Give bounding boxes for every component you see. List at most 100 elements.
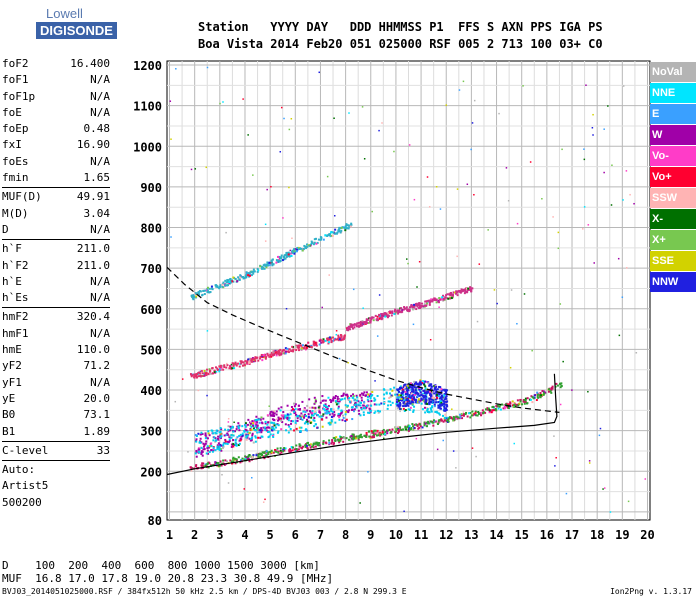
echo-point bbox=[215, 432, 218, 435]
echo-point bbox=[271, 426, 274, 429]
echo-point bbox=[267, 264, 270, 267]
echo-point bbox=[210, 449, 213, 452]
echo-point bbox=[330, 234, 333, 237]
noise-point bbox=[583, 206, 586, 208]
echo-point bbox=[393, 386, 396, 389]
echo-point bbox=[314, 400, 317, 403]
echo-point bbox=[369, 321, 372, 324]
echo-point bbox=[207, 466, 210, 469]
echo-point bbox=[253, 270, 256, 273]
noise-point bbox=[609, 511, 612, 513]
echo-point bbox=[345, 418, 348, 421]
echo-point bbox=[310, 414, 313, 417]
echo-point bbox=[543, 392, 546, 395]
echo-point bbox=[269, 411, 272, 414]
echo-point bbox=[365, 435, 368, 438]
echo-point bbox=[245, 434, 248, 437]
echo-point bbox=[288, 425, 291, 428]
echo-point bbox=[360, 406, 363, 409]
echo-point bbox=[372, 319, 375, 322]
echo-point bbox=[357, 437, 360, 440]
echo-point bbox=[373, 411, 376, 414]
echo-point bbox=[367, 321, 370, 324]
echo-point bbox=[319, 401, 322, 404]
echo-point bbox=[347, 411, 350, 414]
echo-point bbox=[375, 431, 378, 434]
echo-point bbox=[229, 429, 232, 432]
echo-point bbox=[238, 434, 241, 437]
echo-point bbox=[373, 403, 376, 406]
noise-point bbox=[408, 144, 411, 146]
echo-point bbox=[292, 348, 295, 351]
echo-point bbox=[202, 445, 205, 448]
echo-point bbox=[346, 404, 349, 407]
echo-point bbox=[226, 440, 229, 443]
echo-point bbox=[205, 452, 208, 455]
echo-point bbox=[320, 236, 323, 239]
echo-point bbox=[264, 353, 267, 356]
echo-point bbox=[345, 224, 348, 227]
echo-point bbox=[256, 267, 259, 270]
echo-point bbox=[402, 394, 405, 397]
echo-point bbox=[399, 404, 402, 407]
echo-point bbox=[435, 385, 438, 388]
echo-point bbox=[314, 341, 317, 344]
noise-point bbox=[288, 186, 290, 189]
echo-point bbox=[245, 456, 248, 459]
profile-params-block: hmF2 320.4 hmF1 N/A hmE 110.0 yF2 71.2 yF1 N/A yE 2… bbox=[2, 309, 110, 439]
echo-point bbox=[318, 405, 321, 408]
version-label: Ion2Png v. 1.3.17 bbox=[610, 587, 692, 596]
echo-point bbox=[521, 403, 524, 406]
echo-point bbox=[352, 435, 355, 438]
echo-point bbox=[338, 439, 341, 442]
echo-point bbox=[325, 409, 328, 412]
echo-point bbox=[226, 442, 229, 445]
echo-point bbox=[358, 436, 361, 439]
echo-point bbox=[246, 456, 249, 459]
noise-point bbox=[602, 488, 604, 490]
echo-point bbox=[431, 406, 434, 409]
echo-point bbox=[292, 250, 295, 253]
echo-point bbox=[463, 413, 466, 416]
noise-point bbox=[406, 258, 408, 260]
noise-point bbox=[279, 151, 282, 153]
echo-point bbox=[427, 382, 430, 385]
echo-point bbox=[413, 305, 416, 308]
echo-point bbox=[206, 462, 209, 465]
echo-point bbox=[303, 413, 306, 416]
noise-point bbox=[555, 456, 557, 459]
noise-point bbox=[194, 168, 197, 170]
echo-point bbox=[536, 395, 539, 398]
echo-point bbox=[251, 357, 254, 360]
echo-point bbox=[502, 407, 505, 410]
echo-point bbox=[344, 393, 347, 396]
echo-point bbox=[221, 364, 224, 367]
echo-point bbox=[234, 363, 237, 366]
echo-point bbox=[305, 346, 308, 349]
echo-point bbox=[397, 398, 400, 401]
echo-point bbox=[263, 457, 266, 460]
echo-point bbox=[242, 277, 245, 280]
echo-point bbox=[340, 226, 343, 229]
noise-point bbox=[592, 113, 594, 116]
echo-point bbox=[254, 356, 257, 359]
echo-point bbox=[318, 343, 321, 346]
noise-point bbox=[523, 293, 526, 295]
echo-point bbox=[511, 400, 514, 403]
echo-point bbox=[206, 447, 209, 450]
echo-point bbox=[403, 400, 406, 403]
echo-point bbox=[225, 281, 228, 284]
echo-point bbox=[224, 438, 227, 441]
echo-point bbox=[264, 429, 267, 432]
echo-point bbox=[219, 364, 222, 367]
echo-point bbox=[432, 421, 435, 424]
echo-point bbox=[514, 404, 517, 407]
echo-point bbox=[247, 358, 250, 361]
echo-point bbox=[330, 409, 333, 412]
echo-point bbox=[306, 447, 309, 450]
echo-point bbox=[234, 439, 237, 442]
noise-point bbox=[247, 134, 249, 136]
echo-point bbox=[368, 430, 371, 433]
echo-point bbox=[425, 388, 428, 391]
echo-point bbox=[423, 395, 426, 398]
